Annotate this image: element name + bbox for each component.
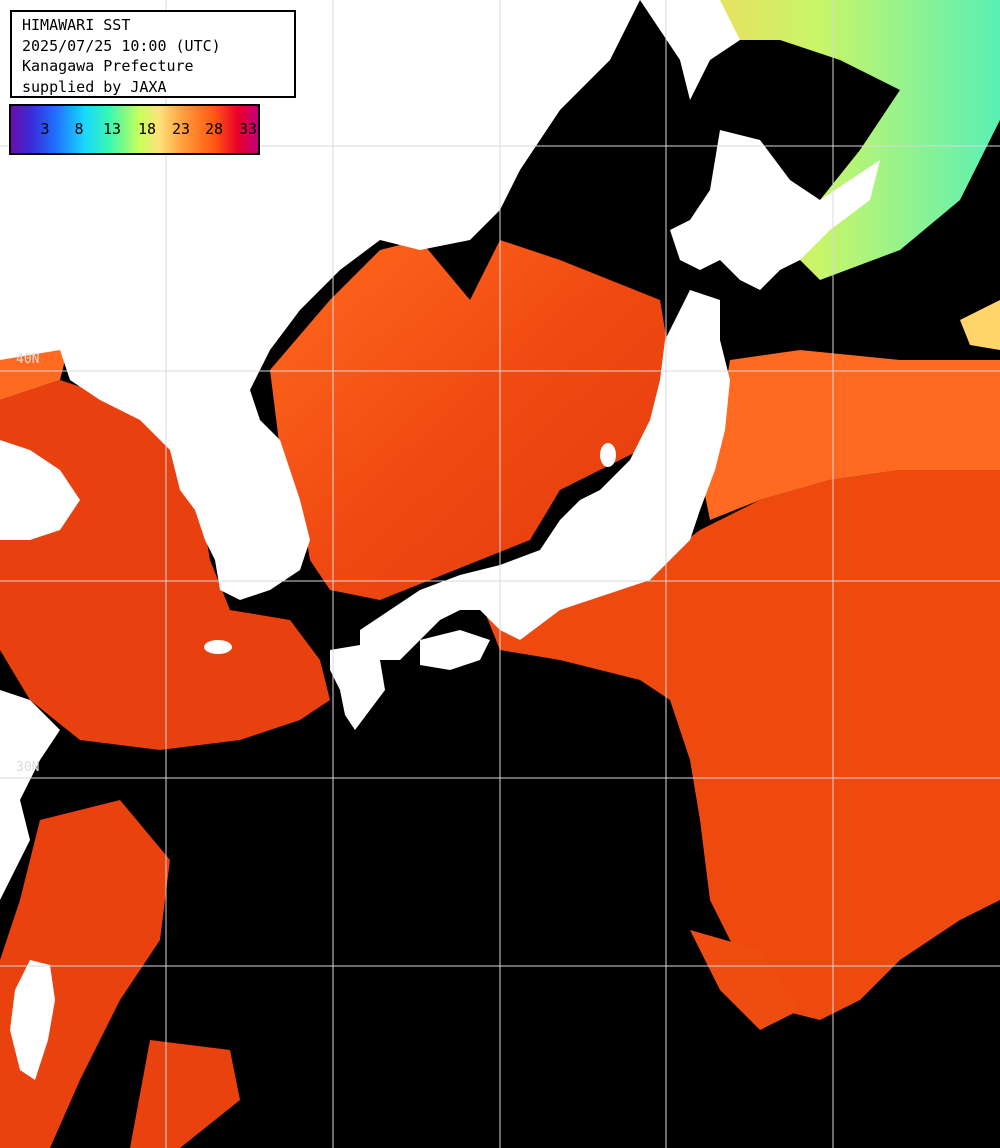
sea-surface-temperature: [0, 240, 1000, 1148]
sado-island: [600, 443, 616, 467]
pacific-northeast: [700, 350, 1000, 520]
observation-timestamp: 2025/07/25 10:00 (UTC): [22, 36, 221, 55]
east-south-patch: [690, 930, 800, 1030]
colorbar-tick: 23: [171, 120, 191, 138]
north-island: [398, 127, 426, 163]
china-coast: [0, 690, 60, 900]
region-name: Kanagawa Prefecture: [22, 57, 194, 75]
colorbar-tick: 28: [204, 120, 224, 138]
product-title: HIMAWARI SST: [22, 16, 131, 34]
sakhalin: [640, 0, 740, 100]
southwest-patches: [0, 800, 170, 1148]
honshu: [360, 290, 730, 660]
colorbar-tick: 8: [74, 120, 84, 138]
colorbar-tick: 33: [238, 120, 258, 138]
temperature-colorbar: 3 8 13 18 23 28 33: [9, 104, 260, 155]
data-credit: supplied by JAXA: [22, 77, 167, 96]
latitude-label-30n: 30N: [16, 760, 40, 775]
colorbar-tick: 3: [40, 120, 50, 138]
sea-of-japan: [270, 240, 670, 600]
pacific-warm: [480, 460, 1000, 1020]
title-box: HIMAWARI SST 2025/07/25 10:00 (UTC) Kana…: [10, 10, 296, 98]
shikoku: [420, 630, 490, 670]
colorbar-tick: 13: [102, 120, 122, 138]
korea-west-coast: [0, 440, 80, 540]
jeju-island: [204, 640, 232, 654]
northern-yellow-patch: [960, 300, 1000, 350]
northern-cool-sea: [640, 0, 1000, 280]
central-south-patch: [130, 1040, 240, 1148]
colorbar-tick: 18: [137, 120, 157, 138]
kyushu: [330, 645, 385, 730]
latitude-label-40n: 40N: [16, 352, 40, 367]
yellow-sea: [0, 380, 330, 750]
taiwan: [10, 960, 55, 1080]
hokkaido: [670, 130, 880, 290]
